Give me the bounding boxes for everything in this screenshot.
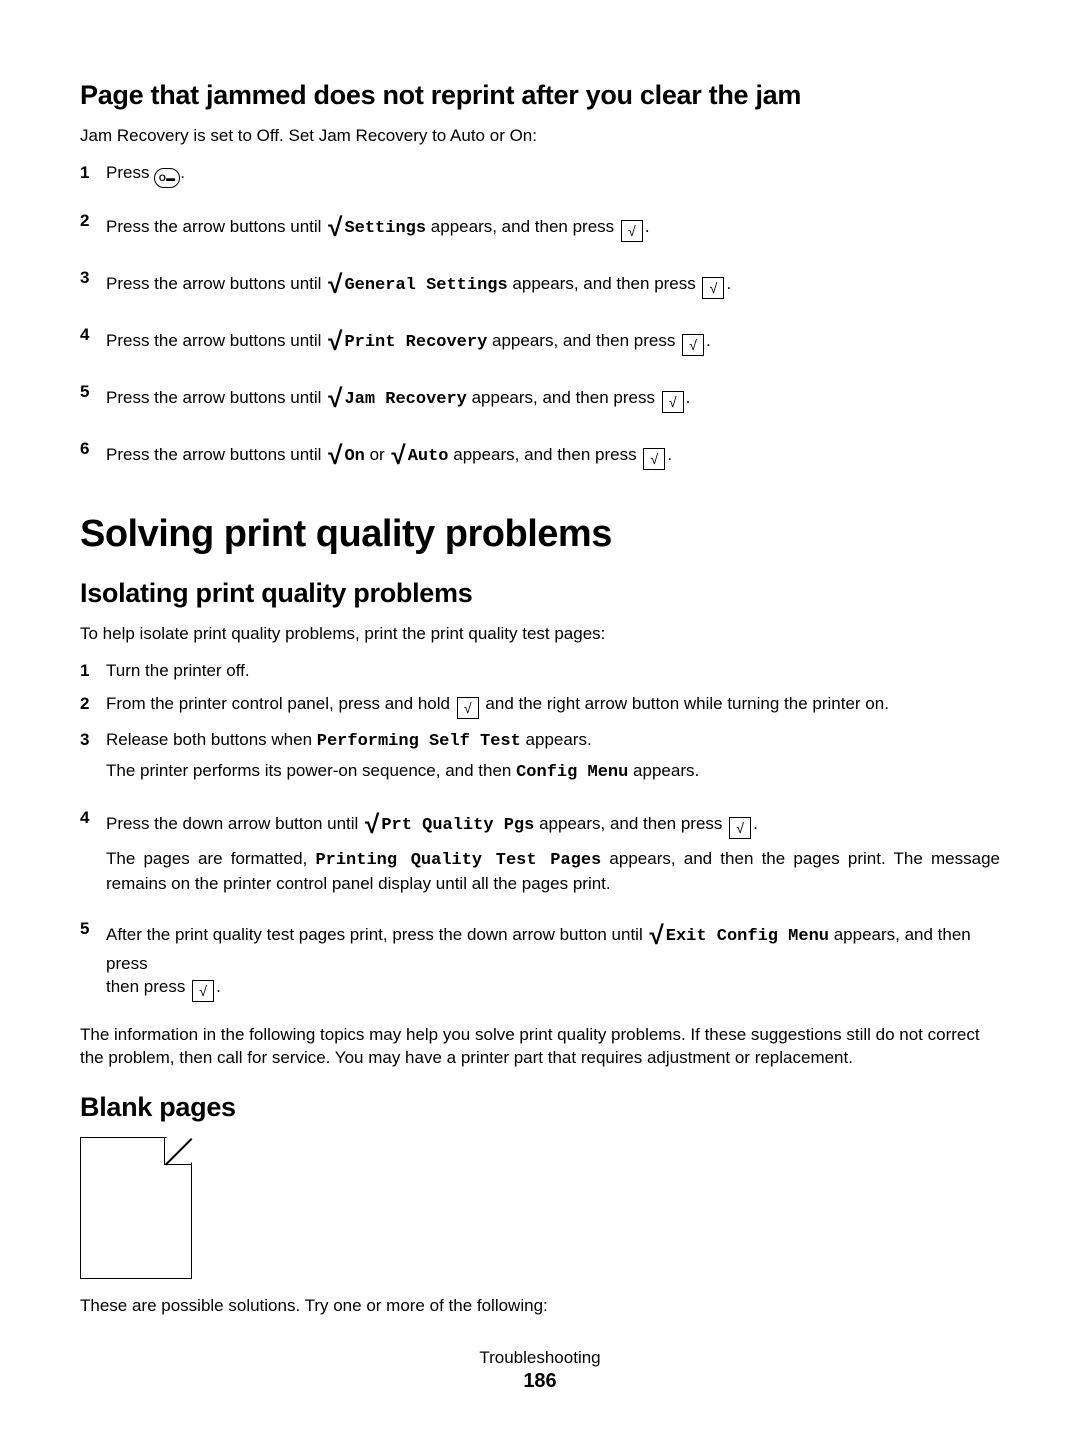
step-number: 1: [80, 660, 102, 683]
step-number: 2: [80, 693, 102, 716]
step-content: Press the down arrow button until √Prt Q…: [106, 807, 1000, 896]
check-icon: √: [649, 918, 663, 953]
check-box-icon: √: [662, 391, 684, 413]
step-subpara: The pages are formatted, Printing Qualit…: [106, 848, 1000, 896]
section2-sub2-heading: Blank pages: [80, 1092, 1000, 1123]
check-box-icon: √: [621, 220, 643, 242]
step-number: 3: [80, 729, 102, 752]
page-footer: Troubleshooting 186: [80, 1348, 1000, 1393]
check-box-icon: √: [702, 277, 724, 299]
check-icon: √: [391, 438, 405, 473]
section2-sub1-outro: The information in the following topics …: [80, 1024, 1000, 1070]
check-box-icon: √: [729, 817, 751, 839]
check-icon: √: [328, 267, 342, 302]
step-number: 3: [80, 267, 102, 290]
section2-sub1-intro: To help isolate print quality problems, …: [80, 623, 1000, 646]
section2-sub2-text: These are possible solutions. Try one or…: [80, 1295, 1000, 1318]
step-subpara: The printer performs its power-on sequen…: [106, 760, 1000, 785]
step-number: 5: [80, 381, 102, 404]
step-number: 4: [80, 324, 102, 347]
step-content: After the print quality test pages print…: [106, 918, 1000, 1002]
step-number: 4: [80, 807, 102, 830]
step-content: Turn the printer off.: [106, 660, 1000, 683]
section2-sub1-steps: 1 Turn the printer off. 2 From the print…: [80, 660, 1000, 1002]
check-icon: √: [365, 807, 379, 842]
check-icon: √: [328, 324, 342, 359]
step-item: 1 Press O▬.: [80, 162, 1000, 188]
section1-heading: Page that jammed does not reprint after …: [80, 80, 1000, 111]
section1-steps: 1 Press O▬. 2 Press the arrow buttons un…: [80, 162, 1000, 474]
step-content: Press O▬.: [106, 162, 1000, 188]
check-box-icon: √: [643, 448, 665, 470]
section2-sub1-heading: Isolating print quality problems: [80, 578, 1000, 609]
step-item: 5 Press the arrow buttons until √Jam Rec…: [80, 381, 1000, 416]
step-number: 6: [80, 438, 102, 461]
document-page: Page that jammed does not reprint after …: [0, 0, 1080, 1433]
section1-intro: Jam Recovery is set to Off. Set Jam Reco…: [80, 125, 1000, 148]
step-number: 1: [80, 162, 102, 185]
step-item: 2 Press the arrow buttons until √Setting…: [80, 210, 1000, 245]
check-icon: √: [328, 381, 342, 416]
step-content: Press the arrow buttons until √Settings …: [106, 210, 1000, 245]
check-box-icon: √: [457, 697, 479, 719]
step-item: 5 After the print quality test pages pri…: [80, 918, 1000, 1002]
step-item: 4 Press the arrow buttons until √Print R…: [80, 324, 1000, 359]
step-item: 4 Press the down arrow button until √Prt…: [80, 807, 1000, 896]
step-content: From the printer control panel, press an…: [106, 693, 1000, 719]
footer-page-number: 186: [80, 1370, 1000, 1393]
step-content: Press the arrow buttons until √Print Rec…: [106, 324, 1000, 359]
check-icon: √: [328, 210, 342, 245]
step-number: 2: [80, 210, 102, 233]
blank-page-icon: [80, 1137, 192, 1279]
step-content: Press the arrow buttons until √General S…: [106, 267, 1000, 302]
menu-button-icon: O▬: [154, 168, 180, 188]
step-content: Press the arrow buttons until √Jam Recov…: [106, 381, 1000, 416]
step-number: 5: [80, 918, 102, 941]
footer-section: Troubleshooting: [80, 1348, 1000, 1368]
step-item: 3 Release both buttons when Performing S…: [80, 729, 1000, 785]
step-item: 3 Press the arrow buttons until √General…: [80, 267, 1000, 302]
check-box-icon: √: [192, 980, 214, 1002]
step-item: 6 Press the arrow buttons until √On or √…: [80, 438, 1000, 473]
step-item: 2 From the printer control panel, press …: [80, 693, 1000, 719]
check-icon: √: [328, 438, 342, 473]
step-content: Press the arrow buttons until √On or √Au…: [106, 438, 1000, 473]
section2-heading: Solving print quality problems: [80, 513, 1000, 556]
check-box-icon: √: [682, 334, 704, 356]
step-content: Release both buttons when Performing Sel…: [106, 729, 1000, 785]
step-item: 1 Turn the printer off.: [80, 660, 1000, 683]
